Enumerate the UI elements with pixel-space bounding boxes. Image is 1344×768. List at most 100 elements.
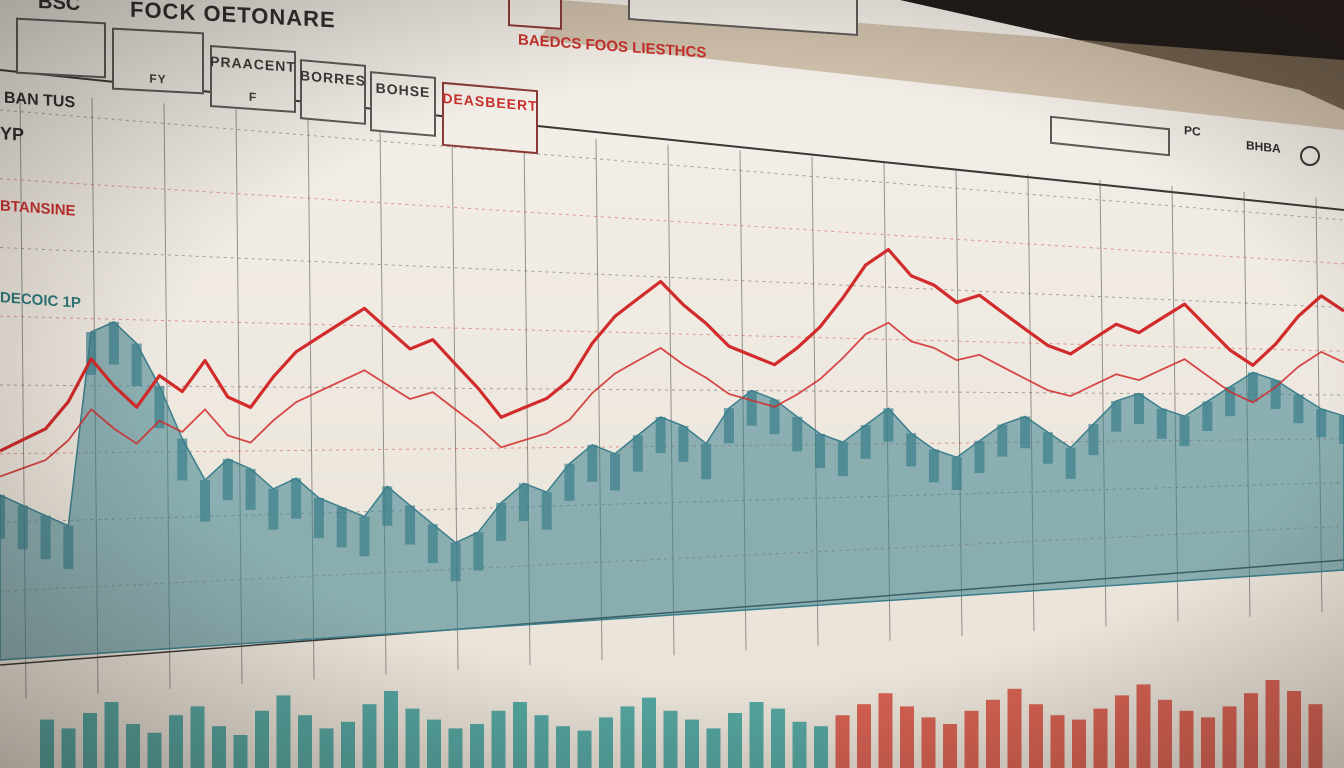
teal-candle [1202,401,1213,432]
teal-candle [1111,400,1122,432]
toolbar-button-praacent-sub: F [248,89,258,105]
volume-bar [298,715,312,768]
volume-bar [1179,710,1194,768]
teal-series-area [0,320,1344,661]
red-series-echo-line [0,321,1344,478]
tab-deasbeert-label: DEASBEERT [442,89,538,115]
teal-candle [632,435,643,472]
volume-bar [491,710,506,768]
grid-line-h [0,247,1344,308]
volume-bar [1287,691,1301,768]
teal-candle [951,457,962,490]
volume-bar [104,702,119,768]
volume-bar [212,726,226,768]
teal-candle [655,417,666,454]
volume-bar [83,713,97,768]
teal-candle [928,449,939,483]
teal-candle [564,463,575,501]
grid-line-h [0,315,1344,352]
teal-candle [336,507,347,548]
toolbar-button-bohse[interactable]: BOHSE [370,71,436,137]
volume-bar [1115,695,1129,768]
teal-candle [382,486,393,526]
teal-candle [837,442,848,477]
volume-bar [427,719,441,768]
toolbar-button-2[interactable]: FY [112,27,204,95]
volume-bar [685,719,699,768]
teal-candle [427,524,438,564]
app-title-prefix: BSC [38,0,81,16]
volume-bar [40,719,54,768]
volume-bar [1222,706,1237,768]
volume-bar [1072,719,1086,768]
volume-bar [384,691,398,768]
volume-bar [1158,699,1172,768]
volume-bar [319,728,334,768]
volume-bar [61,728,76,768]
volume-bar [405,708,420,768]
volume-bar [878,693,893,768]
teal-candle [291,478,302,519]
volume-bar [986,699,1000,768]
teal-candle [177,438,188,481]
volume-bar [556,726,570,768]
teal-candle [723,408,734,444]
teal-candle [1270,380,1281,409]
teal-candle [1133,393,1144,424]
toolbar-button-praacent[interactable]: PRAACENT F [210,44,296,114]
teal-candle [450,542,461,582]
toolbar-button-borres[interactable]: BORRES [300,59,366,125]
volume-bar [792,721,807,768]
teal-candle [1316,408,1327,438]
sidebar-item-yp[interactable]: YP [0,123,25,145]
teal-candle [0,495,5,539]
teal-candle [1293,394,1304,424]
teal-candle [997,424,1008,457]
teal-candle [541,492,552,530]
teal-candle [86,332,97,375]
teal-candle [1020,416,1031,449]
tab-deasbeert[interactable]: DEASBEERT [442,81,538,155]
volume-bar [1093,708,1108,768]
toolbar-button-1[interactable] [16,17,106,79]
volume-bar [814,726,828,768]
volume-bar [1201,717,1215,768]
teal-candle [746,390,757,426]
teal-candle [883,408,894,442]
volume-bar [1050,715,1065,768]
grid-line-h [0,178,1344,265]
toolbar-button-praacent-label: PRAACENT [210,53,296,75]
gear-icon[interactable] [1300,146,1320,166]
teal-candle [860,425,871,459]
volume-bar [706,728,721,768]
red-series-line [0,247,1344,453]
volume-bar [900,706,914,768]
volume-bar [362,704,377,768]
volume-bar [599,717,613,768]
volume-bar [857,704,871,768]
volume-bar [147,732,162,768]
right-panel-label-pc: PC [1184,123,1201,139]
volume-bar [169,715,183,768]
teal-candle [405,505,416,545]
top-tab-left[interactable] [508,0,562,30]
teal-candle [769,399,780,435]
teal-candle [518,483,529,522]
teal-candle [359,516,370,557]
teal-candle [1042,432,1053,464]
volume-bar [1136,684,1151,768]
volume-bar [126,724,140,768]
teal-candle [587,444,598,482]
volume-bar [448,728,463,768]
volume-bar [771,708,785,768]
volume-bar [1007,688,1022,768]
toolbar-button-bohse-label: BOHSE [375,79,431,101]
teal-candle [268,488,279,530]
volume-bar [964,710,979,768]
volume-bar [233,735,248,768]
volume-bar [921,717,936,768]
teal-candle [154,386,165,429]
teal-candle [792,416,803,452]
volume-bar [835,715,850,768]
volume-bar [534,715,549,768]
